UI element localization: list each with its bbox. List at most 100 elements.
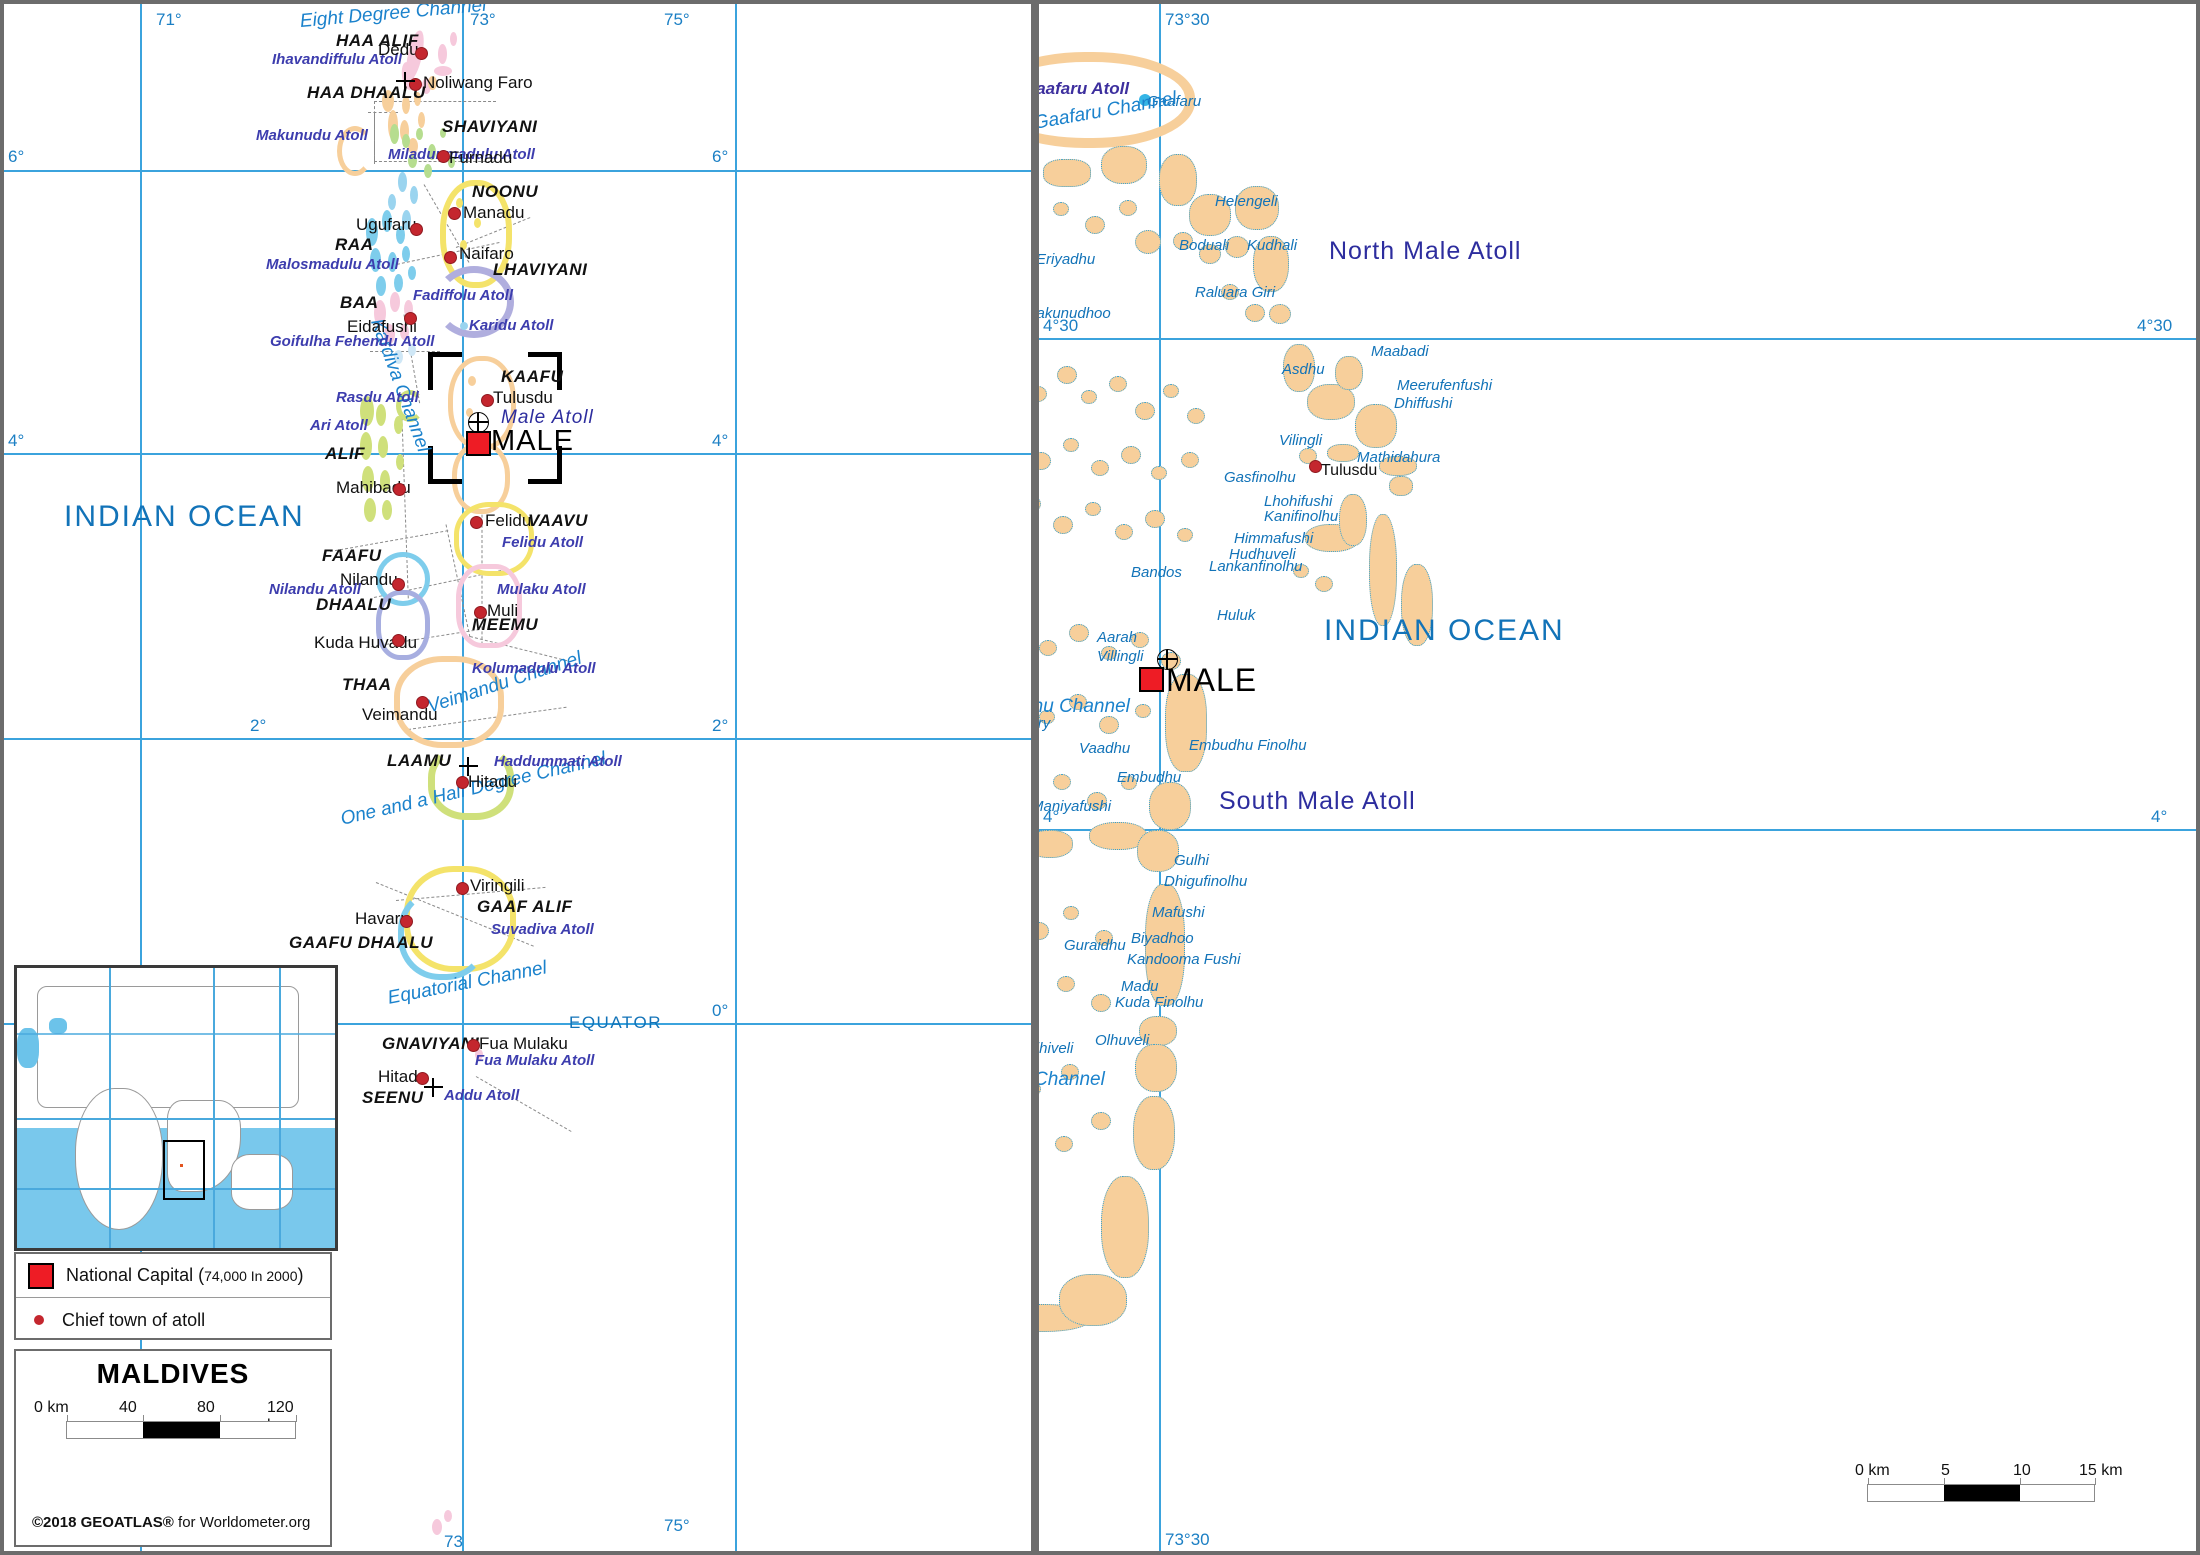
town-label-tulusdu: Tulusdu <box>493 388 553 407</box>
legend-town-label: Chief town of atoll <box>62 1309 206 1330</box>
ocean-label-right: INDIAN OCEAN <box>1324 614 1565 647</box>
graticule-lon-71 <box>140 4 142 1551</box>
r-graticule-lon-left <box>1159 4 1161 1551</box>
atoll-kolumadulu: Kolumadulu Atoll <box>472 660 596 677</box>
island-embudhu: Embudhu <box>1117 769 1182 786</box>
r-channel-vaadhu: Vaadhu Channel <box>1039 696 1130 717</box>
island-rihiveli: Rihiveli <box>1035 1040 1074 1057</box>
atoll-mulaku: Mulaku Atoll <box>497 581 586 598</box>
locator-inset-map: 71° <box>14 965 338 1251</box>
legend-capital-text: National Capital (74,000 In 2000) <box>66 1265 304 1286</box>
town-swatch-icon <box>34 1315 44 1325</box>
graticule-label-lon-73-bottom: 73 <box>444 1532 463 1551</box>
graticule-label-lat-4-w: 4° <box>8 431 25 450</box>
island-dhigufinolhu: Dhigufinolhu <box>1164 873 1248 890</box>
airport-icon-noliwang <box>396 72 415 91</box>
admin-baa: BAA <box>340 293 379 312</box>
island-asdhu: Asdhu <box>1282 361 1325 378</box>
town-dot-mahibadu <box>393 483 406 496</box>
town-label-kuda-huvadu: Kuda Huvadu <box>314 633 418 652</box>
town-dot-felidu <box>470 516 483 529</box>
r-channel-fulidu: Fulidu Channel <box>1035 1069 1105 1090</box>
town-dot-muli <box>474 606 487 619</box>
graticule-lat-2 <box>4 738 1031 740</box>
island-embudhu-finolhu: Embudhu Finolhu <box>1189 737 1307 754</box>
atoll-karidu: Karidu Atoll <box>469 317 554 334</box>
capital-label-male: MALE <box>491 425 574 457</box>
island-bandos: Bandos <box>1131 564 1182 581</box>
admin-faafu: FAAFU <box>322 546 382 565</box>
town-label-naifaro: Naifaro <box>459 244 514 263</box>
r-graticule-lat-430 <box>1039 338 2196 340</box>
island-maabadi: Maabadi <box>1371 343 1429 360</box>
admin-thaa: THAA <box>342 675 392 694</box>
graticule-label-lat-6-e: 6° <box>712 147 729 166</box>
legend-capital-note: 74,000 In 2000 <box>204 1268 298 1284</box>
admin-gaaf-alif: GAAF ALIF <box>477 897 573 916</box>
r-graticule-label-lon-top: 73°30 <box>1165 10 1210 29</box>
inset-bracket-tr <box>508 352 562 390</box>
town-dot-manadu <box>448 207 461 220</box>
atoll-felidu: Felidu Atoll <box>502 534 584 551</box>
admin-vaavu: VAAVU <box>528 511 588 530</box>
atoll-ari: Ari Atoll <box>310 417 368 434</box>
town-label-veimandu: Veimandu <box>362 705 438 724</box>
town-dot-dedu <box>415 47 428 60</box>
island-raluara-giri: Raluara Giri <box>1195 284 1276 301</box>
legend-row-town: Chief town of atoll <box>16 1298 330 1342</box>
left-scale-bar: 0 km 40 80 120 km <box>34 1399 314 1439</box>
right-scale-tick-1: 5 <box>1941 1462 1950 1479</box>
right-scale-tick-0: 0 km <box>1855 1462 1890 1479</box>
island-meerufenfushi: Meerufenfushi <box>1397 377 1493 394</box>
island-hudhuveli: Hudhuveli <box>1229 546 1296 563</box>
town-dot-nilandu <box>392 578 405 591</box>
island-gaafaru: Gaafaru <box>1147 93 1202 110</box>
town-label-muli: Muli <box>487 601 519 620</box>
capital-marker-male <box>466 431 491 456</box>
r-graticule-label-lat-430-e: 4°30 <box>2137 316 2173 335</box>
admin-gnaviyani: GNAVIYANI <box>382 1034 480 1053</box>
admin-gaafu-dhaalu: GAAFU DHAALU <box>289 933 434 952</box>
atoll-fadiffolu: Fadiffolu Atoll <box>413 287 513 304</box>
town-label-nilandu: Nilandu <box>340 570 398 589</box>
capital-marker-male-right <box>1139 667 1164 692</box>
town-dot-fua-mulaku <box>467 1039 480 1052</box>
inset-bracket-br <box>508 446 562 484</box>
island-eriyadhu: Eriyadhu <box>1036 251 1096 268</box>
capital-swatch-icon <box>28 1262 54 1289</box>
admin-meemu: MEEMU <box>472 615 539 634</box>
town-label-eidafushi: Eidafushi <box>347 317 417 336</box>
town-dot-hitadu-seenu <box>416 1072 429 1085</box>
r-graticule-label-lat-430-w: 4°30 <box>1043 316 1079 335</box>
legend-capital-label-end: ) <box>297 1265 304 1285</box>
town-label-manadu: Manadu <box>463 203 525 222</box>
graticule-label-lat-0-e: 0° <box>712 1001 729 1020</box>
town-dot-eidafushi <box>404 312 417 325</box>
graticule-lat-0 <box>4 1023 1031 1025</box>
island-olhuveli: Olhuveli <box>1095 1032 1150 1049</box>
town-label-ugufaru: Ugufaru <box>356 215 417 234</box>
atoll-title-south-male: South Male Atoll <box>1219 787 1416 815</box>
admin-alif: ALIF <box>325 444 366 463</box>
atoll-haddummati: Haddummati Atoll <box>494 753 622 770</box>
copyright-bold: ©2018 GEOATLAS® <box>32 1514 174 1531</box>
right-scale-tick-2: 10 <box>2013 1462 2031 1479</box>
admin-raa: RAA <box>335 235 374 254</box>
island-gasfinolhu: Gasfinolhu <box>1224 469 1296 486</box>
island-velassary: Velassary <box>1037 715 1051 732</box>
atoll-makunudu: Makunudu Atoll <box>256 127 368 144</box>
island-biyadhoo: Biyadhoo <box>1131 930 1194 947</box>
town-label-tulusdu-right: Tulusdu <box>1321 462 1378 479</box>
island-madu: Madu <box>1121 978 1159 995</box>
town-label-noliwang-faro: Noliwang Faro <box>423 73 533 92</box>
r-graticule-label-lon-bottom: 73°30 <box>1165 1530 1210 1549</box>
left-map-panel: 71° 73° 75° 6° 6° 4° 4° 2° 2° 0° 0° 73 7… <box>0 0 1035 1555</box>
island-huluk: Huluk <box>1217 607 1256 624</box>
island-gulhi: Gulhi <box>1174 852 1210 869</box>
equator-label: EQUATOR <box>569 1013 662 1032</box>
town-label-viringili: Viringili <box>470 876 525 895</box>
r-graticule-lat-4 <box>1039 829 2196 831</box>
graticule-label-lon-73: 73° <box>470 10 496 29</box>
atoll-malosmadulu: Malosmadulu Atoll <box>266 256 399 273</box>
